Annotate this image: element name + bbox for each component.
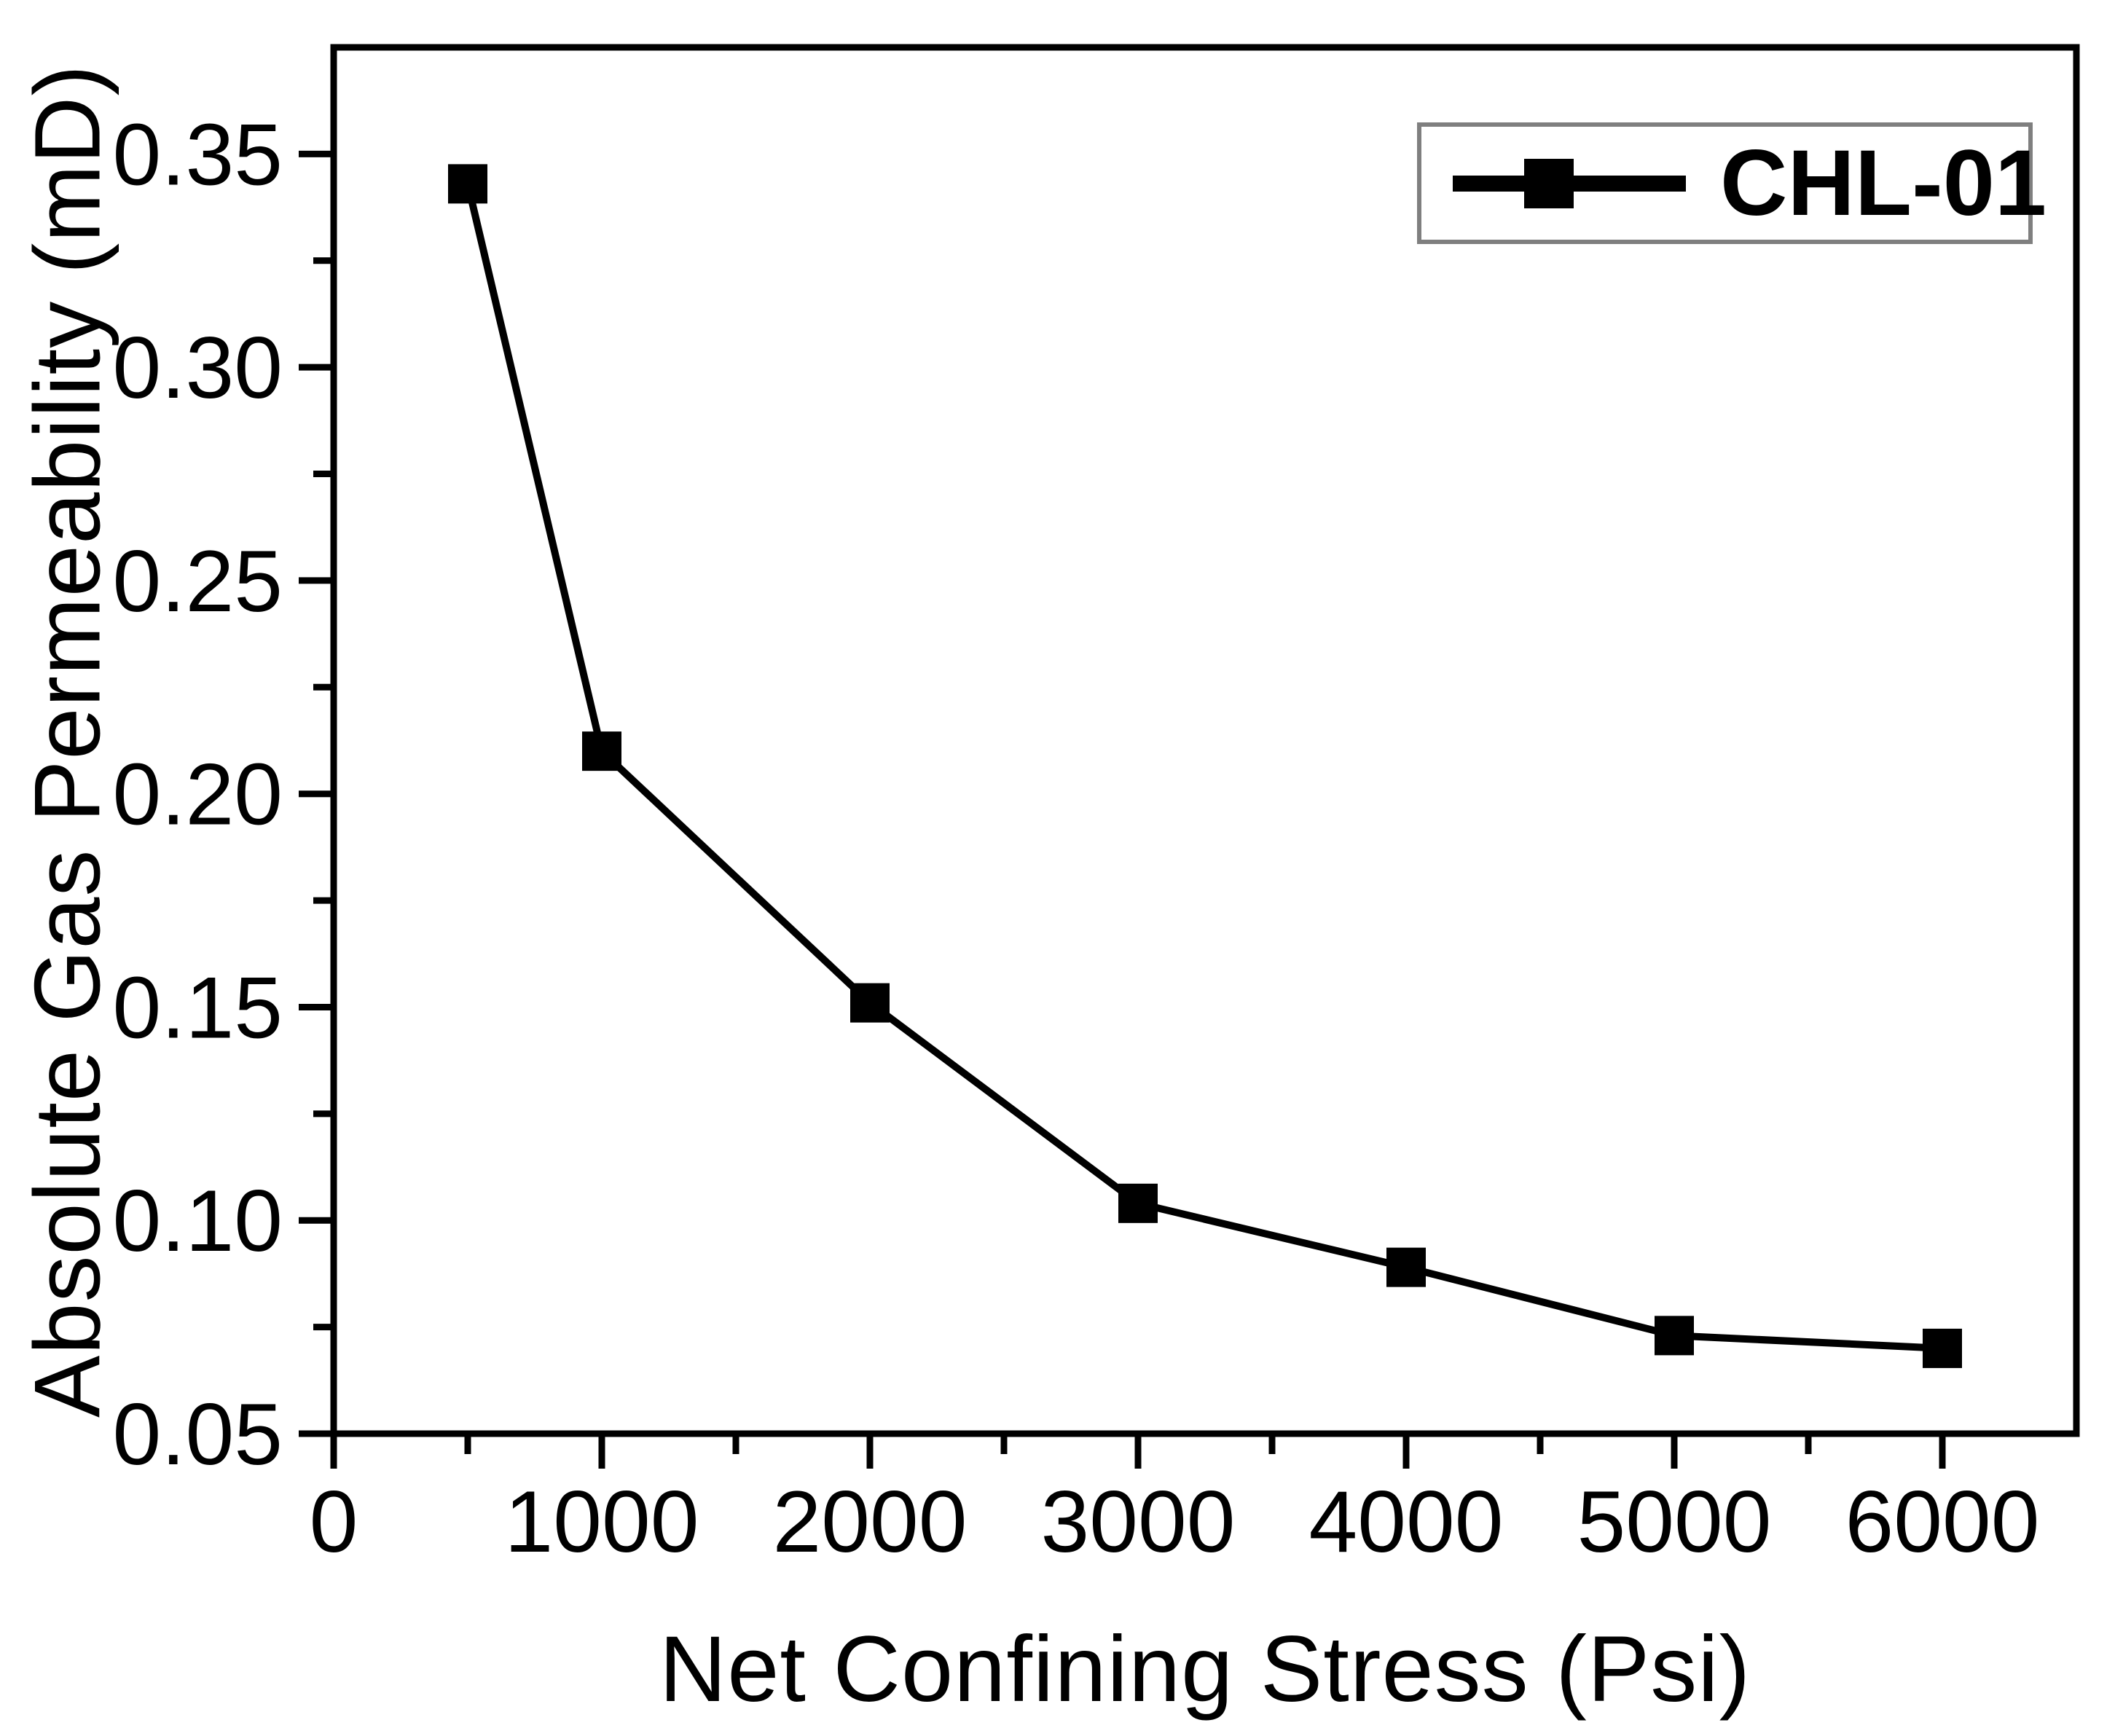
legend-marker-icon bbox=[1524, 158, 1574, 208]
plot-border bbox=[330, 44, 2080, 1437]
series-line bbox=[464, 183, 1943, 1352]
x-tick-label: 5000 bbox=[1577, 1473, 1772, 1571]
y-tick-label: 0.05 bbox=[112, 1386, 283, 1483]
y-axis-title: Absolute Gas Permeability (mD) bbox=[15, 63, 120, 1418]
legend-label: CHL-01 bbox=[1720, 130, 2047, 235]
y-tick-label: 0.30 bbox=[112, 319, 283, 417]
x-tick-label: 6000 bbox=[1845, 1473, 2040, 1571]
x-tick-label: 4000 bbox=[1309, 1473, 1504, 1571]
y-tick-label: 0.10 bbox=[112, 1172, 283, 1270]
data-point-marker bbox=[1386, 1247, 1426, 1287]
x-tick-label: 3000 bbox=[1041, 1473, 1236, 1571]
x-tick-label: 2000 bbox=[773, 1473, 968, 1571]
legend: CHL-01 bbox=[1417, 122, 2047, 244]
data-point-marker bbox=[582, 731, 621, 771]
data-point-marker bbox=[1655, 1316, 1694, 1356]
y-tick-label: 0.25 bbox=[112, 533, 283, 630]
legend-key-line-marker bbox=[1453, 158, 1686, 208]
x-tick-label: 1000 bbox=[505, 1473, 699, 1571]
data-point-marker bbox=[1923, 1328, 1962, 1368]
y-tick-label: 0.15 bbox=[112, 959, 283, 1056]
y-tick-label: 0.35 bbox=[112, 106, 283, 203]
x-tick-label: 0 bbox=[310, 1473, 358, 1571]
x-axis-title: Net Confining Stress (Psi) bbox=[659, 1617, 1751, 1721]
data-point-marker bbox=[448, 164, 487, 204]
data-point-marker bbox=[850, 983, 890, 1023]
y-tick-label: 0.20 bbox=[112, 746, 283, 844]
data-point-marker bbox=[1118, 1183, 1158, 1223]
